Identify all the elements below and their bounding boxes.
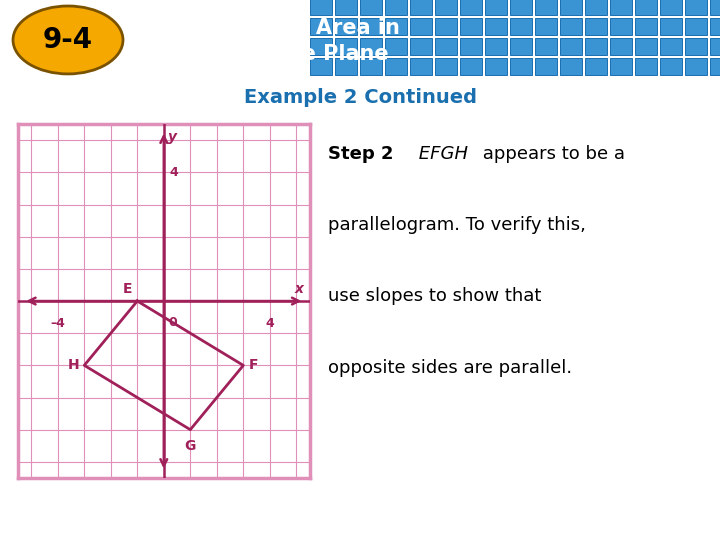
Bar (585, 58, 607, 75)
Bar (485, 0, 507, 15)
Bar (710, 58, 720, 75)
Bar (560, 58, 582, 75)
Text: 0: 0 (168, 315, 177, 328)
Bar (385, 18, 407, 35)
Bar (635, 0, 657, 15)
Bar (560, 18, 582, 35)
Text: Copyright © by Holt Mc Dougal. All Rights Reserved.: Copyright © by Holt Mc Dougal. All Right… (438, 518, 712, 528)
Bar (385, 58, 407, 75)
Bar (510, 0, 532, 15)
Bar (410, 38, 432, 55)
Bar (660, 58, 682, 75)
Bar (585, 38, 607, 55)
Bar (685, 38, 707, 55)
Bar (685, 18, 707, 35)
Text: 4: 4 (170, 166, 179, 179)
Text: F: F (248, 359, 258, 373)
Bar (460, 38, 482, 55)
Bar (435, 18, 457, 35)
Bar (610, 58, 632, 75)
Bar (335, 58, 357, 75)
Text: E: E (122, 282, 132, 296)
Bar (685, 58, 707, 75)
Bar (685, 0, 707, 15)
Bar (660, 38, 682, 55)
Bar (560, 0, 582, 15)
Text: parallelogram. To verify this,: parallelogram. To verify this, (328, 216, 585, 234)
Bar (360, 38, 382, 55)
Text: G: G (184, 440, 196, 453)
Bar (635, 38, 657, 55)
Bar (610, 18, 632, 35)
Text: –4: –4 (50, 317, 66, 330)
Bar (485, 58, 507, 75)
Bar (310, 38, 332, 55)
Bar (310, 0, 332, 15)
Bar (310, 18, 332, 35)
Bar (710, 18, 720, 35)
Text: Holt McDougal Geometry: Holt McDougal Geometry (8, 517, 166, 530)
Bar (385, 0, 407, 15)
Text: y: y (168, 130, 177, 144)
Bar (385, 38, 407, 55)
Bar (635, 58, 657, 75)
Text: 4: 4 (266, 317, 274, 330)
Bar (435, 38, 457, 55)
Bar (535, 18, 557, 35)
Bar (360, 0, 382, 15)
Bar (535, 0, 557, 15)
Bar (535, 38, 557, 55)
Bar (410, 58, 432, 75)
Bar (335, 38, 357, 55)
Bar (360, 58, 382, 75)
Bar (535, 58, 557, 75)
Ellipse shape (13, 6, 123, 74)
Bar (360, 18, 382, 35)
Bar (310, 58, 332, 75)
Text: appears to be a: appears to be a (477, 145, 625, 163)
Bar (435, 58, 457, 75)
Bar (660, 18, 682, 35)
Bar (410, 0, 432, 15)
Text: H: H (68, 359, 79, 373)
Bar (460, 18, 482, 35)
Text: EFGH: EFGH (413, 145, 468, 163)
Bar (510, 38, 532, 55)
Text: the Coordinate Plane: the Coordinate Plane (140, 44, 389, 64)
Bar (510, 58, 532, 75)
Bar (710, 0, 720, 15)
Bar (335, 0, 357, 15)
Bar (660, 0, 682, 15)
Bar (485, 18, 507, 35)
Text: Perimeter and Area in: Perimeter and Area in (140, 18, 400, 38)
Bar (435, 0, 457, 15)
Bar (485, 38, 507, 55)
Bar (460, 58, 482, 75)
Text: Example 2 Continued: Example 2 Continued (243, 88, 477, 107)
Bar (610, 38, 632, 55)
Bar (610, 0, 632, 15)
Bar (710, 38, 720, 55)
Text: Step 2: Step 2 (328, 145, 393, 163)
Text: opposite sides are parallel.: opposite sides are parallel. (328, 359, 572, 376)
Text: 9-4: 9-4 (43, 26, 93, 54)
Bar (585, 0, 607, 15)
Bar (460, 0, 482, 15)
Bar (585, 18, 607, 35)
Text: x: x (294, 282, 304, 296)
Text: use slopes to show that: use slopes to show that (328, 287, 541, 305)
Bar (510, 18, 532, 35)
Bar (410, 18, 432, 35)
Bar (335, 18, 357, 35)
Bar (635, 18, 657, 35)
Bar (560, 38, 582, 55)
